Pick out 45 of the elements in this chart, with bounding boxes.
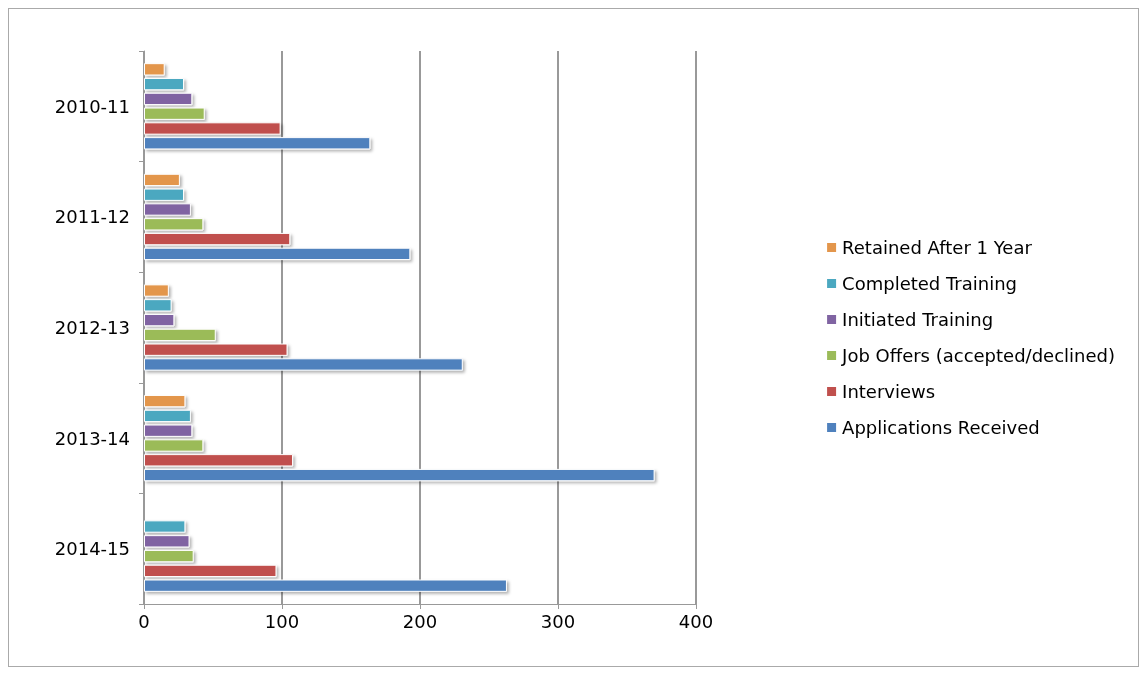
x-tick-label: 100 <box>264 610 300 632</box>
x-tick-label: 200 <box>402 610 438 632</box>
legend-label: Retained After 1 Year <box>842 237 1033 258</box>
bar <box>144 468 655 482</box>
bar <box>144 92 193 106</box>
legend-label: Completed Training <box>842 273 1018 294</box>
x-tick-label: 300 <box>540 610 576 632</box>
bar <box>144 77 185 91</box>
bar <box>144 247 411 261</box>
bar <box>144 424 193 437</box>
bar <box>144 313 175 327</box>
bar <box>144 535 190 548</box>
bar <box>144 549 194 563</box>
bar <box>144 188 185 201</box>
bar <box>144 284 169 297</box>
bar <box>144 579 507 592</box>
bar <box>144 520 186 533</box>
bar <box>144 439 204 452</box>
x-tick-label: 400 <box>678 610 714 632</box>
legend-label: Job Offers (accepted/declined) <box>841 345 1116 366</box>
y-tick-label: 2010-11 <box>54 95 130 117</box>
bar <box>144 173 180 187</box>
bar <box>144 454 294 467</box>
bar <box>144 218 204 231</box>
bar <box>144 107 205 120</box>
bar <box>144 122 281 135</box>
bar <box>144 232 291 246</box>
bar <box>144 358 463 371</box>
bar <box>144 564 277 578</box>
bar <box>144 63 165 76</box>
bar <box>144 137 371 150</box>
bar <box>144 299 172 312</box>
legend-label: Applications Received <box>842 417 1040 438</box>
bar <box>144 203 191 216</box>
bar <box>144 409 191 423</box>
bar <box>144 343 288 356</box>
bar <box>144 394 186 408</box>
bar <box>144 328 216 342</box>
y-tick-label: 2012-13 <box>54 317 130 338</box>
legend-label: Interviews <box>842 381 936 402</box>
y-tick-label: 2013-14 <box>54 427 130 449</box>
legend-label: Initiated Training <box>842 309 994 330</box>
y-tick-label: 2011-12 <box>54 206 130 228</box>
y-tick-label: 2014-15 <box>54 538 130 560</box>
x-tick-label: 0 <box>138 610 150 632</box>
